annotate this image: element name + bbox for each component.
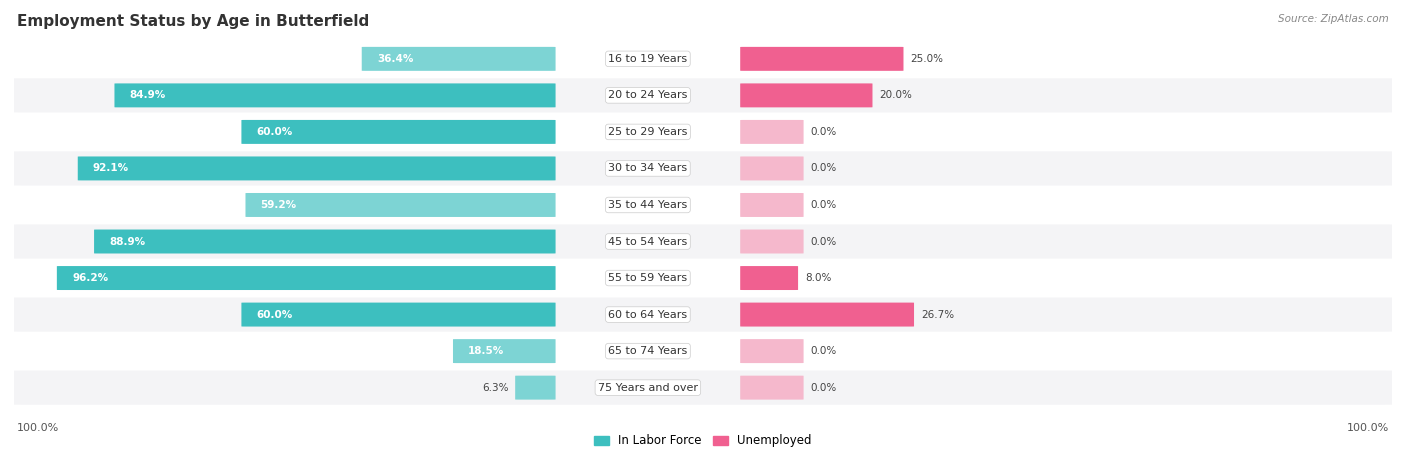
FancyBboxPatch shape (114, 83, 555, 107)
Text: 20.0%: 20.0% (879, 90, 912, 101)
Text: Source: ZipAtlas.com: Source: ZipAtlas.com (1278, 14, 1389, 23)
FancyBboxPatch shape (10, 225, 1396, 258)
FancyBboxPatch shape (10, 261, 1396, 295)
Text: 25.0%: 25.0% (910, 54, 943, 64)
FancyBboxPatch shape (740, 47, 904, 71)
FancyBboxPatch shape (246, 193, 555, 217)
FancyBboxPatch shape (10, 115, 1396, 149)
Text: 18.5%: 18.5% (468, 346, 505, 356)
Legend: In Labor Force, Unemployed: In Labor Force, Unemployed (595, 434, 811, 447)
Text: 65 to 74 Years: 65 to 74 Years (609, 346, 688, 356)
Text: 0.0%: 0.0% (810, 236, 837, 247)
FancyBboxPatch shape (740, 376, 804, 400)
Text: 16 to 19 Years: 16 to 19 Years (609, 54, 688, 64)
FancyBboxPatch shape (77, 156, 555, 180)
Text: 0.0%: 0.0% (810, 163, 837, 174)
FancyBboxPatch shape (10, 371, 1396, 405)
Text: 25 to 29 Years: 25 to 29 Years (609, 127, 688, 137)
Text: Employment Status by Age in Butterfield: Employment Status by Age in Butterfield (17, 14, 370, 28)
Text: 0.0%: 0.0% (810, 200, 837, 210)
FancyBboxPatch shape (740, 193, 804, 217)
Text: 26.7%: 26.7% (921, 309, 955, 320)
FancyBboxPatch shape (242, 303, 555, 327)
FancyBboxPatch shape (740, 266, 799, 290)
FancyBboxPatch shape (10, 298, 1396, 331)
Text: 36.4%: 36.4% (377, 54, 413, 64)
Text: 0.0%: 0.0% (810, 127, 837, 137)
FancyBboxPatch shape (740, 303, 914, 327)
FancyBboxPatch shape (242, 120, 555, 144)
Text: 92.1%: 92.1% (93, 163, 129, 174)
Text: 0.0%: 0.0% (810, 346, 837, 356)
Text: 84.9%: 84.9% (129, 90, 166, 101)
Text: 20 to 24 Years: 20 to 24 Years (609, 90, 688, 101)
FancyBboxPatch shape (10, 152, 1396, 185)
Text: 6.3%: 6.3% (482, 382, 509, 393)
FancyBboxPatch shape (740, 83, 873, 107)
FancyBboxPatch shape (453, 339, 555, 363)
FancyBboxPatch shape (10, 78, 1396, 112)
FancyBboxPatch shape (740, 156, 804, 180)
Text: 100.0%: 100.0% (1347, 423, 1389, 433)
Text: 96.2%: 96.2% (72, 273, 108, 283)
FancyBboxPatch shape (56, 266, 555, 290)
FancyBboxPatch shape (10, 334, 1396, 368)
Text: 55 to 59 Years: 55 to 59 Years (609, 273, 688, 283)
FancyBboxPatch shape (94, 230, 555, 253)
Text: 45 to 54 Years: 45 to 54 Years (609, 236, 688, 247)
Text: 60.0%: 60.0% (256, 309, 292, 320)
Text: 60 to 64 Years: 60 to 64 Years (609, 309, 688, 320)
Text: 59.2%: 59.2% (260, 200, 297, 210)
FancyBboxPatch shape (740, 230, 804, 253)
Text: 0.0%: 0.0% (810, 382, 837, 393)
FancyBboxPatch shape (10, 188, 1396, 222)
Text: 35 to 44 Years: 35 to 44 Years (609, 200, 688, 210)
FancyBboxPatch shape (740, 120, 804, 144)
Text: 100.0%: 100.0% (17, 423, 59, 433)
FancyBboxPatch shape (515, 376, 555, 400)
FancyBboxPatch shape (361, 47, 555, 71)
Text: 60.0%: 60.0% (256, 127, 292, 137)
FancyBboxPatch shape (10, 42, 1396, 76)
Text: 8.0%: 8.0% (806, 273, 831, 283)
Text: 75 Years and over: 75 Years and over (598, 382, 697, 393)
Text: 88.9%: 88.9% (110, 236, 145, 247)
FancyBboxPatch shape (740, 339, 804, 363)
Text: 30 to 34 Years: 30 to 34 Years (609, 163, 688, 174)
